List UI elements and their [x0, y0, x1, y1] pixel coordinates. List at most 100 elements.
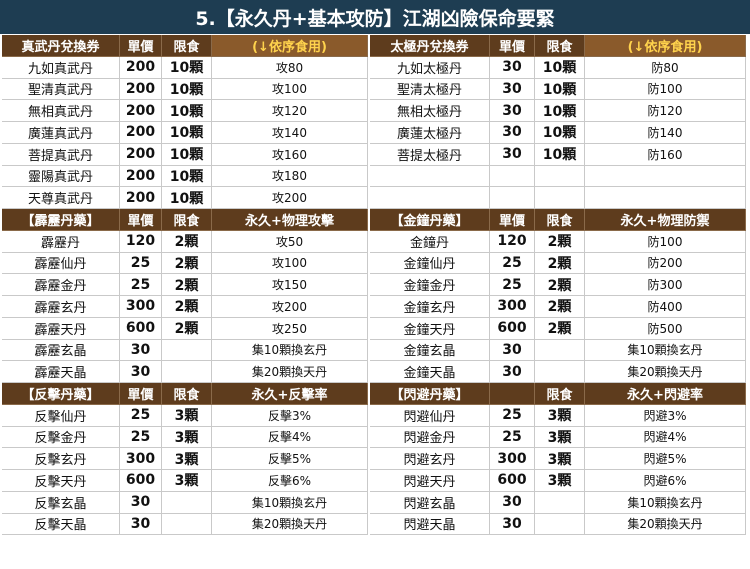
table-cell: 集20顆換天丹: [585, 361, 746, 383]
table-cell: 反擊金丹: [2, 426, 120, 449]
table-cell: 防100: [585, 78, 746, 101]
table-cell: 防300: [585, 274, 746, 296]
table-cell: 閃避6%: [585, 470, 746, 492]
table-cell: 集20顆換天丹: [585, 513, 746, 536]
header-cell: 永久+反擊率: [212, 383, 368, 405]
table-cell: 3顆: [162, 426, 212, 449]
table-cell: 聖清真武丹: [2, 78, 120, 101]
table-cell: 25: [490, 252, 535, 275]
header-cell: 限食: [535, 35, 585, 57]
table-cell: 3顆: [162, 470, 212, 492]
table-cell: 300: [490, 448, 535, 470]
table-cell: 10顆: [535, 100, 585, 122]
table-cell: 集10顆換玄丹: [212, 491, 368, 514]
header-cell: 永久+物理防禦: [585, 209, 746, 231]
header-cell: 限食: [535, 209, 585, 231]
header-cell: 【金鐘丹藥】: [370, 209, 490, 231]
table-cell: [162, 513, 212, 536]
table-cell: 反擊天晶: [2, 513, 120, 536]
table-cell: 閃避天晶: [370, 513, 490, 536]
table-cell: 120: [120, 230, 162, 253]
table-cell: 金鐘天晶: [370, 361, 490, 383]
table-cell: 10顆: [535, 78, 585, 101]
table-cell: 金鐘玄丹: [370, 296, 490, 318]
table-cell: 反擊5%: [212, 448, 368, 470]
header-cell: 永久+物理攻擊: [212, 209, 368, 231]
table-cell: 集10顆換玄丹: [212, 339, 368, 362]
table-cell: 2顆: [535, 274, 585, 296]
table-cell: 聖清太極丹: [370, 78, 490, 101]
table-cell: 閃避玄丹: [370, 448, 490, 470]
table-cell: 霹靂金丹: [2, 274, 120, 296]
table-cell: 霹靂天丹: [2, 317, 120, 340]
table-cell: 10顆: [535, 122, 585, 144]
table-cell: 霹靂玄丹: [2, 296, 120, 318]
table-cell: 30: [490, 56, 535, 79]
table-cell: 靈陽真武丹: [2, 165, 120, 188]
table-cell: 10顆: [162, 187, 212, 209]
table-cell: [490, 187, 535, 209]
header-cell: 限食: [162, 35, 212, 57]
table-cell: [535, 513, 585, 536]
table-cell: 閃避5%: [585, 448, 746, 470]
table-cell: 防140: [585, 122, 746, 144]
table-cell: 無相太極丹: [370, 100, 490, 122]
table-cell: 30: [120, 361, 162, 383]
table-cell: 反擊3%: [212, 404, 368, 427]
table-cell: 霹靂仙丹: [2, 252, 120, 275]
table-cell: 攻80: [212, 56, 368, 79]
table-cell: 10顆: [162, 100, 212, 122]
header-cell: 單價: [120, 209, 162, 231]
table-cell: 金鐘天丹: [370, 317, 490, 340]
table-cell: [162, 339, 212, 362]
table-cell: 閃避仙丹: [370, 404, 490, 427]
table-cell: 2顆: [162, 230, 212, 253]
table-cell: 200: [120, 187, 162, 209]
header-cell: [490, 383, 535, 405]
table-cell: 防400: [585, 296, 746, 318]
table-cell: 防200: [585, 252, 746, 275]
table-cell: 30: [490, 78, 535, 101]
table-cell: 閃避3%: [585, 404, 746, 427]
table-cell: 10顆: [162, 165, 212, 188]
table-cell: 集20顆換天丹: [212, 361, 368, 383]
table-cell: 2顆: [535, 296, 585, 318]
table-cell: 120: [490, 230, 535, 253]
table-cell: 200: [120, 56, 162, 79]
table-cell: [370, 165, 490, 188]
table-cell: 600: [120, 470, 162, 492]
table-cell: 30: [120, 513, 162, 536]
table-cell: [490, 165, 535, 188]
table-cell: 10顆: [162, 78, 212, 101]
table-cell: 30: [120, 339, 162, 362]
table-cell: 防160: [585, 143, 746, 166]
table-cell: 25: [490, 426, 535, 449]
header-cell: 【閃避丹藥】: [370, 383, 490, 405]
table-cell: 600: [120, 317, 162, 340]
table-cell: 30: [490, 513, 535, 536]
table-cell: 金鐘仙丹: [370, 252, 490, 275]
header-cell: 單價: [120, 383, 162, 405]
table-cell: 3顆: [162, 448, 212, 470]
table-cell: 霹靂天晶: [2, 361, 120, 383]
table-cell: 30: [490, 143, 535, 166]
table-cell: 10顆: [162, 122, 212, 144]
table-cell: 閃避玄晶: [370, 491, 490, 514]
table-cell: 300: [120, 296, 162, 318]
table-cell: 200: [120, 78, 162, 101]
table-cell: 25: [120, 404, 162, 427]
table-cell: 10顆: [162, 143, 212, 166]
table-cell: 600: [490, 470, 535, 492]
table-cell: 3顆: [535, 448, 585, 470]
table-cell: 閃避天丹: [370, 470, 490, 492]
table-cell: 10顆: [535, 143, 585, 166]
table-cell: 攻140: [212, 122, 368, 144]
header-cell: 永久+閃避率: [585, 383, 746, 405]
table-cell: 2顆: [162, 274, 212, 296]
table-cell: 3顆: [535, 426, 585, 449]
table-cell: 25: [490, 274, 535, 296]
table-cell: 金鐘金丹: [370, 274, 490, 296]
table-cell: 金鐘玄晶: [370, 339, 490, 362]
table-cell: 攻200: [212, 187, 368, 209]
